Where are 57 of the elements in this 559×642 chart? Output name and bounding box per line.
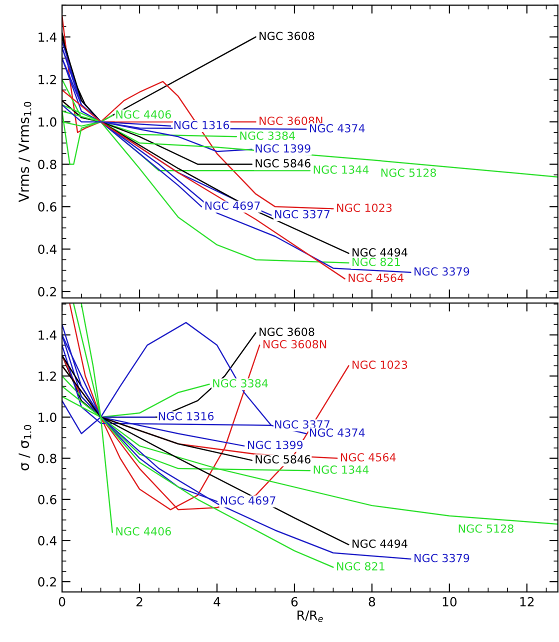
series-label: NGC 4494 [352,539,408,548]
series-label: NGC 5846 [256,159,310,168]
x-tick-label: 6 [291,597,298,606]
series-label: NGC 5128 [458,524,514,533]
series-label: NGC 5846 [256,455,310,464]
y-tick-label: 1.0 [38,117,56,127]
series-label: NGC 3608 [260,32,314,40]
series-label: NGC 1023 [352,360,408,369]
y-axis-title: σ / σ$_{1.0}$ [18,425,32,470]
series-label: NGC 1344 [314,165,369,174]
y-tick-label: 0.6 [38,202,56,212]
series-label: NGC 4374 [310,428,365,437]
y-tick-label: 1.0 [38,412,56,422]
y-tick-label: 1.4 [38,32,56,42]
series-label: NGC 3377 [275,420,330,429]
series-label: NGC 3384 [213,379,268,388]
y-tick-label: 1.2 [38,371,56,381]
series-label: NGC 4697 [220,496,276,505]
series-label: NGC 5128 [381,168,436,177]
y-tick-label: 0.2 [38,286,56,296]
series-label: NGC 4564 [340,453,396,462]
x-tick-label: 12 [520,597,534,606]
series-label: NGC 3379 [414,267,470,276]
x-tick-label: 0 [58,597,66,606]
y-tick-label: 0.4 [38,244,56,254]
y-tick-label: 0.8 [38,454,56,464]
x-tick-label: 2 [136,597,142,606]
x-tick-label: 4 [214,597,220,606]
series-label: NGC 1316 [174,120,230,130]
series-label: NGC 1316 [158,412,214,420]
series-label: NGC 4406 [116,527,171,536]
series-label: NGC 3608N [263,340,326,348]
series-label: NGC 4494 [352,248,408,257]
series-label: NGC 1344 [314,465,369,474]
series-label: NGC 4406 [116,110,171,119]
series-label: NGC 4697 [205,201,260,210]
series-label: NGC 1023 [337,204,392,212]
series-label: NGC 1399 [248,440,303,450]
series-label: NGC 821 [337,562,384,570]
y-tick-label: 1.4 [38,330,56,340]
y-tick-label: 1.2 [38,74,56,84]
x-axis-title: R/R$_{e}$ [298,610,323,622]
y-axis-title: Vrms / Vrms$_{1.0}$ [18,102,32,202]
series-label: NGC 3379 [414,554,470,562]
series-label: NGC 4374 [310,124,365,132]
series-label: NGC 4564 [348,274,404,282]
series-label: NGC 3377 [275,210,330,218]
series-label: NGC 3608 [260,328,314,336]
y-tick-label: 0.2 [38,577,56,587]
y-tick-label: 0.6 [38,494,56,504]
x-tick-label: 8 [368,597,376,606]
series-label: NGC 821 [352,258,400,266]
y-tick-label: 0.8 [38,160,56,170]
series-label: NGC 1399 [256,144,310,153]
y-tick-label: 0.4 [38,536,56,546]
series-label: NGC 3384 [240,131,296,140]
x-tick-label: 10 [442,597,457,606]
